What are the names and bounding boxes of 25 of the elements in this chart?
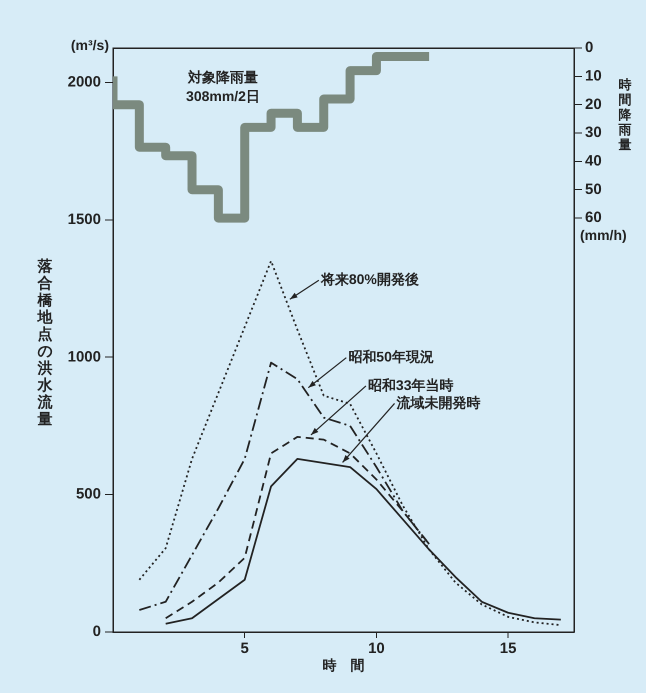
y2-tick-label: 30 <box>585 124 602 142</box>
text: 昭和50年現況 <box>348 348 434 365</box>
y-tick-label: 1000 <box>68 348 101 366</box>
y-tick-label: 1500 <box>68 210 101 228</box>
y2-tick-label: 60 <box>585 209 602 226</box>
text: 将来80%開発後 <box>320 271 419 288</box>
y2-tick-label: 50 <box>585 180 602 198</box>
text: 流域未開発時 <box>396 394 481 410</box>
x-tick-label: 5 <box>240 640 249 658</box>
y-tick-label: 0 <box>92 623 101 640</box>
x-tick-label: 15 <box>500 640 516 658</box>
text: (m³/s) <box>70 36 109 53</box>
annotation: 対象降雨量 308mm/2日 <box>186 68 260 104</box>
y-tick-label: 500 <box>76 486 101 503</box>
y2-axis-title: 時間降雨量 <box>618 78 632 153</box>
text: (mm/h) <box>580 226 627 243</box>
y2-tick-label: 20 <box>585 96 602 113</box>
x-axis-title: 時 間 <box>322 656 364 673</box>
y2-tick-label: 0 <box>585 39 594 56</box>
y-tick-label: 2000 <box>68 73 101 90</box>
y2-tick-label: 40 <box>585 152 602 170</box>
text: 昭和33年当時 <box>368 376 454 393</box>
text: 落合橋地点の洪水流量 <box>38 257 52 428</box>
y2-tick-label: 10 <box>585 67 602 84</box>
x-tick-label: 10 <box>368 640 385 658</box>
